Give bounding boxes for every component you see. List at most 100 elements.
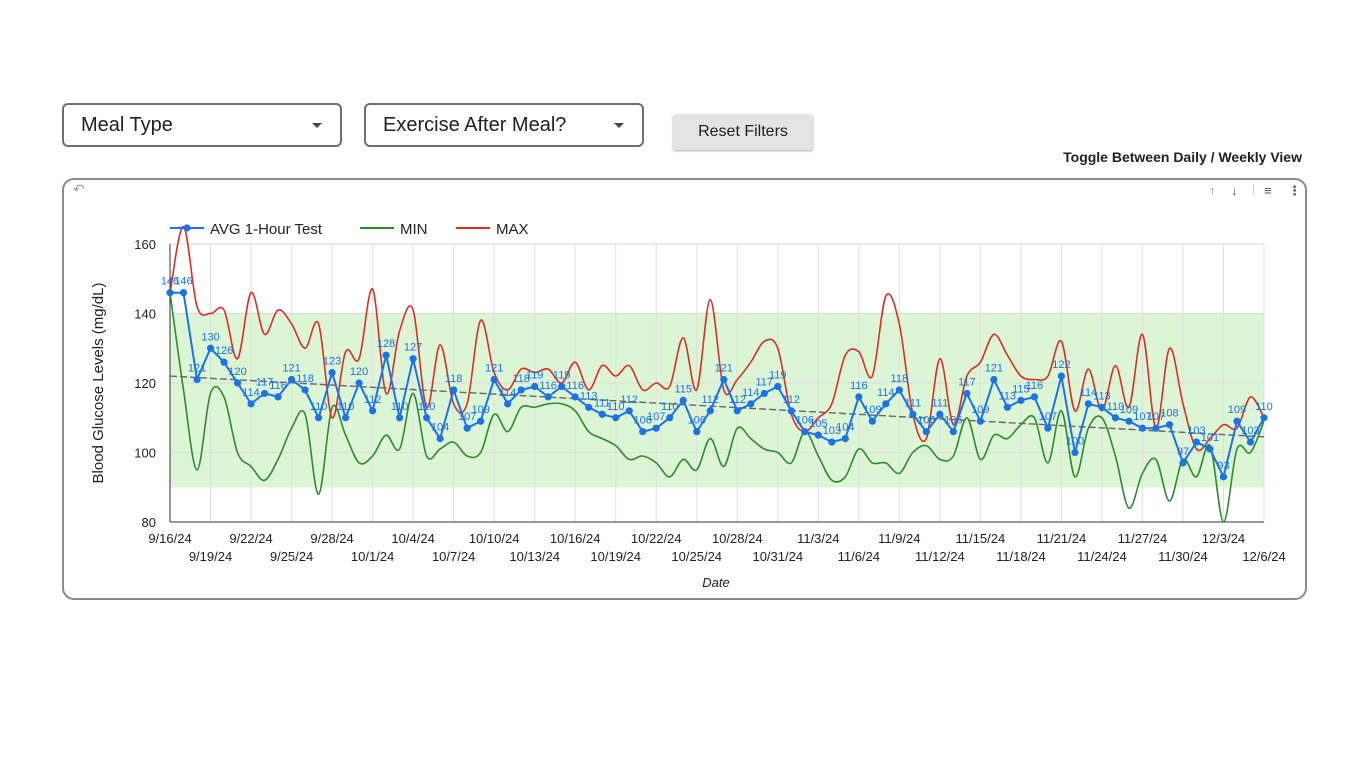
avg-series-line — [170, 291, 1265, 480]
y-axis-title: Blood Glucose Levels (mg/dL) — [90, 283, 107, 484]
avg-data-point — [882, 400, 890, 408]
reset-filters-button[interactable]: Reset Filters — [673, 114, 813, 150]
legend-marker — [183, 224, 191, 232]
avg-data-point — [895, 386, 903, 394]
avg-data-label: 146 — [161, 276, 179, 288]
avg-data-point — [517, 386, 525, 394]
avg-data-label: 110 — [1107, 401, 1125, 413]
avg-data-point — [490, 375, 498, 384]
avg-data-label: 109 — [1228, 404, 1246, 416]
avg-data-point — [571, 393, 579, 401]
avg-data-label: 115 — [674, 383, 692, 395]
avg-data-point — [1260, 414, 1268, 422]
avg-data-label: 118 — [445, 373, 463, 385]
avg-data-point — [233, 379, 242, 387]
avg-data-point — [301, 386, 309, 394]
avg-data-point — [679, 396, 687, 404]
avg-data-label: 112 — [701, 394, 719, 406]
y-tick-label: 120 — [134, 376, 156, 391]
avg-data-label: 110 — [607, 401, 625, 413]
avg-data-point — [341, 414, 350, 422]
avg-data-point — [720, 375, 728, 384]
chevron-down-icon — [614, 123, 624, 128]
x-tick-label: 11/9/24 — [878, 531, 920, 546]
x-tick-label: 12/6/24 — [1242, 549, 1285, 564]
undo-icon[interactable]: ↶ — [73, 181, 85, 197]
avg-data-point — [436, 435, 444, 443]
avg-data-point — [328, 368, 336, 377]
avg-data-label: 103 — [1187, 425, 1205, 437]
avg-data-label: 121 — [715, 363, 733, 375]
avg-data-label: 117 — [755, 376, 773, 388]
avg-data-point — [612, 414, 620, 422]
x-tick-label: 10/28/24 — [712, 531, 763, 546]
avg-data-label: 109 — [971, 404, 989, 416]
avg-data-label: 115 — [1012, 383, 1030, 395]
avg-data-label: 120 — [228, 366, 246, 378]
avg-data-label: 103 — [1241, 425, 1259, 437]
avg-data-label: 114 — [1080, 387, 1098, 399]
avg-data-label: 111 — [931, 397, 948, 409]
x-tick-label: 11/30/24 — [1158, 549, 1208, 564]
avg-data-label: 119 — [526, 369, 544, 381]
avg-data-label: 113 — [999, 390, 1017, 402]
avg-data-point — [1219, 473, 1228, 481]
avg-data-point — [179, 289, 188, 297]
avg-data-label: 110 — [1255, 401, 1273, 413]
avg-data-point — [287, 375, 296, 384]
avg-data-label: 97 — [1177, 446, 1189, 458]
x-tick-label: 9/25/24 — [270, 549, 313, 564]
avg-data-point — [747, 400, 755, 408]
avg-data-label: 126 — [215, 345, 233, 357]
toggle-daily-weekly-label[interactable]: Toggle Between Daily / Weekly View — [1063, 149, 1302, 165]
avg-data-label: 106 — [634, 415, 652, 427]
avg-data-label: 110 — [391, 401, 409, 413]
arrow-down-icon[interactable]: ↓ — [1231, 183, 1238, 198]
avg-data-point — [787, 407, 795, 415]
avg-data-point — [990, 375, 998, 384]
more-vert-icon[interactable]: ⋮ — [1288, 183, 1301, 198]
avg-data-point — [1017, 396, 1025, 404]
avg-data-label: 104 — [431, 422, 449, 434]
meal-type-dropdown[interactable]: Meal Type — [62, 103, 342, 147]
avg-data-point — [598, 410, 606, 418]
avg-data-label: 122 — [1052, 359, 1070, 371]
exercise-after-meal-dropdown[interactable]: Exercise After Meal? — [364, 103, 644, 147]
avg-data-point — [760, 389, 768, 398]
avg-data-point — [1233, 417, 1241, 425]
avg-data-label: 112 — [728, 394, 746, 406]
x-tick-label: 9/28/24 — [310, 531, 353, 546]
avg-data-label: 114 — [242, 387, 260, 399]
filter-icon[interactable]: ≡ — [1264, 183, 1272, 198]
avg-data-point — [1138, 424, 1147, 432]
x-tick-label: 11/15/24 — [956, 531, 1006, 546]
legend-label: AVG 1-Hour Test — [210, 221, 323, 238]
avg-data-point — [652, 424, 660, 432]
toolbar-divider: | — [1252, 181, 1256, 196]
avg-data-label: 114 — [877, 387, 895, 399]
avg-data-point — [260, 389, 269, 398]
x-tick-label: 10/16/24 — [550, 531, 601, 546]
avg-data-point — [1030, 393, 1038, 401]
x-tick-label: 9/16/24 — [148, 531, 191, 546]
avg-data-label: 127 — [404, 342, 422, 354]
y-tick-label: 140 — [134, 307, 156, 322]
avg-data-point — [382, 351, 390, 359]
avg-data-label: 120 — [350, 366, 368, 378]
avg-data-label: 109 — [863, 404, 881, 416]
avg-data-point — [855, 393, 863, 401]
arrow-up-icon[interactable]: ↑ — [1209, 183, 1216, 198]
x-axis-title: Date — [702, 575, 729, 590]
avg-data-point — [693, 428, 701, 436]
y-tick-label: 160 — [134, 237, 156, 252]
min-series-line — [170, 292, 1264, 522]
avg-data-label: 114 — [742, 387, 760, 399]
avg-data-point — [639, 428, 647, 436]
avg-data-point — [166, 289, 174, 297]
avg-data-label: 93 — [1217, 460, 1229, 472]
avg-data-point — [355, 379, 363, 387]
avg-data-point — [1044, 424, 1052, 432]
avg-data-label: 100 — [1066, 436, 1084, 448]
x-tick-label: 12/3/24 — [1202, 531, 1245, 546]
avg-data-label: 119 — [769, 369, 787, 381]
